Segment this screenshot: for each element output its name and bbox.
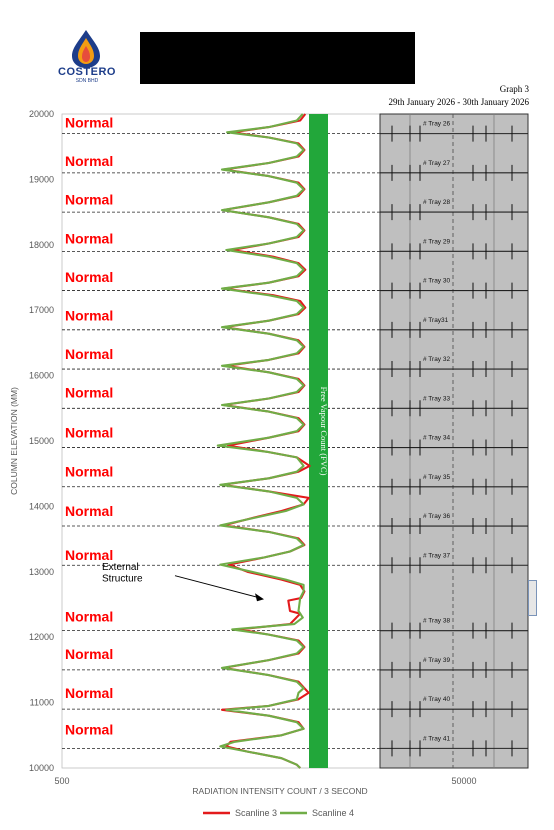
status-label: Normal — [65, 721, 113, 737]
y-tick-label: 16000 — [29, 371, 54, 381]
status-label: Normal — [65, 608, 113, 624]
tray-label: # Tray 32 — [423, 356, 450, 363]
annotation-line: External — [102, 562, 139, 573]
y-tick-label: 13000 — [29, 567, 54, 577]
status-label: Normal — [65, 269, 113, 285]
status-label: Normal — [65, 346, 113, 362]
tray-label: # Tray 36 — [423, 513, 450, 520]
legend-label: Scanline 4 — [312, 808, 354, 818]
status-label: Normal — [65, 307, 113, 323]
y-tick-label: 15000 — [29, 436, 54, 446]
tray-label: # Tray31 — [423, 317, 449, 324]
tray-panel — [379, 113, 529, 769]
tray-label: # Tray 29 — [423, 238, 450, 245]
fvc-label: Free Vapour Count (FVC) — [319, 387, 329, 476]
tray-label: # Tray 39 — [423, 657, 450, 664]
tray-label: # Tray 35 — [423, 474, 450, 481]
annotation-line: Structure — [102, 574, 143, 585]
y-tick-label: 17000 — [29, 305, 54, 315]
status-label: Normal — [65, 464, 113, 480]
tray-label: # Tray 34 — [423, 435, 450, 442]
x-tick-label: 500 — [54, 776, 69, 786]
tray-label: # Tray 38 — [423, 618, 450, 625]
logo-text: COSTERO — [58, 66, 116, 78]
y-tick-label: 20000 — [29, 109, 54, 119]
redacted-block — [140, 32, 415, 84]
company-logo — [56, 28, 116, 86]
scroll-handle[interactable] — [528, 580, 537, 616]
date-range: 29th January 2026 - 30th January 2026 — [388, 97, 529, 107]
status-label: Normal — [65, 153, 113, 169]
status-label: Normal — [65, 646, 113, 662]
y-tick-label: 18000 — [29, 240, 54, 250]
tray-label: # Tray 37 — [423, 552, 450, 559]
annotation-arrow — [174, 575, 261, 599]
logo-subtext: SDN BHD — [75, 78, 99, 84]
status-label: Normal — [65, 424, 113, 440]
y-tick-label: 11000 — [30, 698, 54, 708]
status-label: Normal — [65, 685, 113, 701]
legend-label: Scanline 3 — [235, 808, 277, 818]
status-label: Normal — [65, 547, 113, 563]
y-tick-label: 12000 — [29, 632, 54, 642]
status-label: Normal — [65, 385, 113, 401]
flame-drop-icon — [72, 30, 100, 68]
x-tick-label: 50000 — [451, 776, 476, 786]
status-label: Normal — [65, 192, 113, 208]
tray-label: # Tray 41 — [423, 735, 450, 742]
graph-label: Graph 3 — [499, 84, 529, 94]
tray-label: # Tray 33 — [423, 395, 450, 402]
y-tick-label: 14000 — [29, 501, 54, 511]
tray-label: # Tray 40 — [423, 696, 450, 703]
y-axis-label: COLUMN ELEVATION (MM) — [9, 387, 19, 495]
annotation-arrowhead — [255, 593, 264, 602]
status-label: Normal — [65, 503, 113, 519]
tray-label: # Tray 27 — [423, 160, 450, 167]
tray-label: # Tray 28 — [423, 199, 450, 206]
x-axis-label: RADIATION INTENSITY COUNT / 3 SECOND — [192, 786, 367, 796]
tray-label: # Tray 26 — [423, 121, 450, 128]
y-tick-label: 19000 — [29, 174, 54, 184]
fvc-band — [309, 114, 328, 768]
y-tick-label: 10000 — [29, 763, 54, 773]
status-label: Normal — [65, 115, 113, 131]
status-label: Normal — [65, 230, 113, 246]
tray-label: # Tray 30 — [423, 278, 450, 285]
series-line-2 — [216, 113, 305, 769]
